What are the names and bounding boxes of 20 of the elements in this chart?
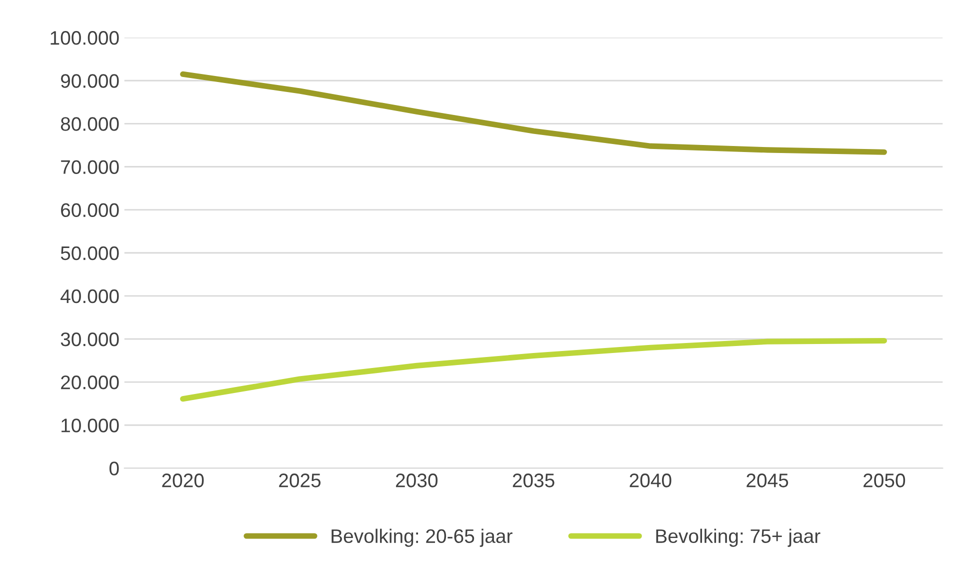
legend-label: Bevolking: 20-65 jaar — [332, 528, 512, 547]
x-tick-label: 2040 — [630, 474, 672, 488]
y-tick-label: 80.000 — [60, 117, 119, 131]
x-tick-label: 2035 — [512, 474, 554, 488]
y-tick-label: 50.000 — [60, 246, 119, 260]
y-tick-label: 0 — [109, 462, 119, 476]
x-tick-label: 2045 — [746, 474, 788, 488]
x-tick-label: 2025 — [279, 474, 321, 488]
y-tick-label: 90.000 — [60, 74, 119, 88]
legend-label: Bevolking: 75+ jaar — [656, 528, 820, 547]
y-tick-label: 70.000 — [61, 160, 119, 174]
y-tick-label: 10.000 — [62, 418, 119, 432]
y-tick-label: 30.000 — [60, 332, 119, 346]
y-tick-label: 100.000 — [50, 31, 119, 45]
x-tick-label: 2050 — [864, 474, 906, 488]
y-tick-label: 20.000 — [61, 376, 119, 390]
y-tick-label: 60.000 — [61, 203, 119, 218]
y-tick-label: 40.000 — [60, 289, 119, 304]
x-tick-label: 2020 — [162, 474, 204, 488]
x-tick-label: 2030 — [396, 474, 438, 488]
